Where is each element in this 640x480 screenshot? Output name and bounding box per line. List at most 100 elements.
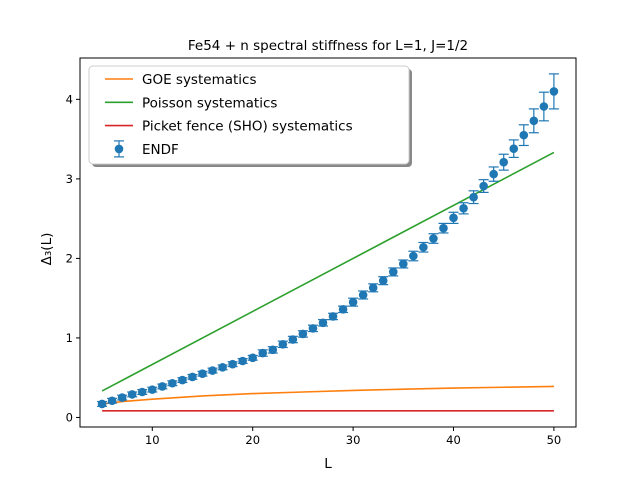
data-marker [318, 318, 328, 328]
data-marker [338, 305, 348, 314]
data-marker [399, 259, 408, 269]
data-marker [469, 192, 478, 202]
legend: GOE systematics Poisson systematics Picket… [88, 65, 412, 167]
data-marker [529, 116, 539, 126]
data-marker [147, 385, 157, 394]
data-point [538, 91, 549, 122]
data-point [107, 396, 118, 406]
data-point [408, 250, 419, 262]
chart-title: Fe54 + n spectral stiffness for L=1, J=1… [188, 38, 468, 54]
data-marker [288, 335, 298, 344]
data-point [378, 276, 389, 286]
data-marker [419, 242, 428, 252]
legend-label: GOE systematics [142, 72, 257, 88]
data-point [328, 312, 339, 321]
y-tick-label: 4 [66, 92, 73, 106]
x-axis-label: L [324, 456, 332, 472]
legend-entry: Picket fence (SHO) systematics [105, 119, 353, 135]
data-marker [137, 387, 147, 397]
data-marker [238, 356, 247, 366]
data-point [528, 108, 539, 134]
data-point [368, 283, 379, 293]
data-marker [198, 369, 207, 379]
legend-entry: GOE systematics [105, 72, 257, 88]
data-point [207, 366, 218, 375]
data-point [307, 324, 318, 333]
data-point [147, 385, 158, 394]
legend-entry: Poisson systematics [105, 95, 277, 111]
data-marker [178, 375, 187, 385]
data-point [187, 372, 198, 382]
data-marker [107, 396, 117, 406]
data-point [518, 124, 529, 147]
data-marker [208, 366, 217, 375]
data-point [197, 369, 208, 379]
legend-label: ENDF [142, 142, 179, 158]
data-marker [188, 372, 197, 382]
data-point [338, 305, 349, 314]
data-point [418, 241, 429, 253]
data-marker [97, 399, 107, 409]
legend-label: Picket fence (SHO) systematics [142, 119, 353, 135]
plot-area [97, 73, 559, 412]
data-point [117, 393, 128, 402]
data-marker [409, 251, 418, 261]
legend-label: Poisson systematics [142, 95, 277, 111]
data-marker [539, 102, 549, 111]
data-point [498, 153, 509, 171]
legend-marker [114, 144, 124, 154]
data-marker [378, 276, 388, 285]
data-marker [228, 359, 237, 369]
data-point [348, 297, 359, 307]
data-marker [158, 382, 167, 391]
data-point [257, 348, 268, 358]
data-marker [479, 181, 488, 191]
data-point [157, 382, 168, 391]
data-point [217, 363, 228, 372]
data-point [388, 267, 399, 277]
y-tick-label: 3 [66, 172, 73, 186]
data-point [297, 329, 308, 339]
data-marker [439, 223, 448, 233]
data-point [398, 259, 409, 269]
data-point [267, 345, 278, 355]
data-marker [168, 378, 177, 388]
data-marker [368, 283, 378, 293]
series-line-1 [101, 151, 555, 392]
data-point [127, 390, 138, 399]
data-marker [499, 157, 509, 167]
data-marker [298, 329, 308, 339]
data-point [227, 359, 238, 369]
data-point [548, 73, 559, 110]
data-marker [268, 345, 278, 355]
data-marker [248, 353, 257, 363]
data-marker [519, 130, 529, 140]
data-point [358, 290, 369, 300]
data-marker [218, 363, 227, 372]
data-point [488, 166, 499, 182]
data-marker [509, 144, 519, 153]
data-point [468, 190, 479, 205]
x-tick-label: 30 [346, 433, 361, 447]
data-marker [449, 213, 458, 223]
data-marker [258, 348, 268, 358]
data-marker [328, 312, 338, 321]
data-marker [459, 204, 468, 213]
data-marker [358, 290, 368, 300]
data-marker [489, 169, 498, 179]
y-tick-label: 0 [66, 410, 73, 424]
data-marker [388, 267, 398, 277]
data-point [137, 387, 148, 397]
data-point [508, 139, 519, 159]
data-point [458, 202, 469, 215]
axes-frame [79, 57, 577, 428]
x-tick-label: 40 [446, 433, 461, 447]
data-point [237, 356, 248, 366]
data-marker [127, 390, 137, 399]
series-line-0 [101, 385, 554, 405]
data-marker [278, 339, 288, 349]
x-tick-label: 20 [245, 433, 260, 447]
data-marker [549, 87, 559, 96]
data-marker [117, 393, 127, 402]
data-point [317, 318, 328, 328]
